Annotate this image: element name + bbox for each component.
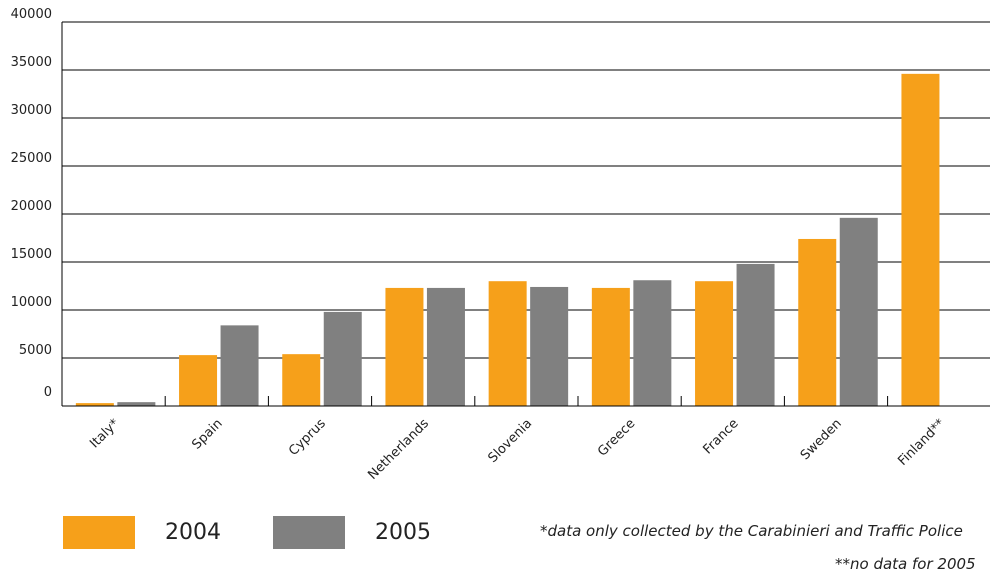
bar-2005-france: [736, 263, 775, 406]
bar-2005-greece: [633, 280, 672, 406]
x-tick-label: Italy*: [87, 416, 122, 451]
bar-chart: 0 5000 10000 15000 20000 25000 30000 35000 40000…: [11, 7, 990, 483]
y-tick-label: 25000: [11, 151, 52, 166]
y-tick-label: 10000: [11, 295, 52, 310]
bar-2004-greece: [591, 287, 630, 406]
x-tick-label: Sweden: [798, 416, 845, 463]
x-axis-ticks: Italy* Spain Cyprus Netherlands Slovenia Gree…: [87, 416, 948, 483]
bar-2004-france: [695, 281, 734, 406]
x-tick-label: Netherlands: [365, 416, 432, 483]
y-tick-label: 30000: [11, 103, 52, 118]
legend-item-2005: 2005: [273, 516, 431, 549]
legend-item-2004: 2004: [63, 516, 221, 549]
y-tick-label: 0: [44, 385, 52, 400]
y-axis-ticks: 0 5000 10000 15000 20000 25000 30000 35000 40000: [11, 7, 52, 400]
gridlines: [62, 21, 990, 359]
x-tick-label: Cyprus: [286, 416, 329, 459]
bar-2004-spain: [179, 355, 218, 406]
y-tick-label: 40000: [11, 7, 52, 22]
x-axis: [61, 22, 990, 407]
x-tick-label: Slovenia: [485, 416, 535, 466]
bar-2004-slovenia: [488, 281, 527, 406]
bar-2004-sweden: [798, 238, 837, 406]
legend-label-2004: 2004: [165, 520, 221, 545]
bars: [75, 73, 940, 406]
bar-2005-slovenia: [530, 286, 569, 406]
bar-2005-netherlands: [426, 287, 465, 406]
x-tick-label: Finland**: [895, 416, 948, 469]
footnote-finland: **no data for 2005: [835, 555, 976, 573]
bar-2004-italy: [75, 403, 114, 406]
y-tick-label: 35000: [11, 55, 52, 70]
legend-label-2005: 2005: [375, 520, 431, 545]
footnote-italy: *data only collected by the Carabinieri …: [540, 522, 963, 540]
x-tick-label: France: [700, 416, 741, 457]
bar-2004-cyprus: [282, 354, 321, 406]
y-tick-label: 20000: [11, 199, 52, 214]
bar-2005-cyprus: [323, 311, 362, 406]
legend-swatch-2004: [63, 516, 135, 549]
y-tick-label: 15000: [11, 247, 52, 262]
bar-2004-finland: [901, 73, 940, 406]
bar-2005-sweden: [839, 217, 878, 406]
legend-swatch-2005: [273, 516, 345, 549]
bar-2004-netherlands: [385, 287, 424, 406]
y-tick-label: 5000: [19, 343, 52, 358]
bar-2005-spain: [220, 325, 259, 406]
x-tick-label: Spain: [189, 416, 225, 452]
bar-2005-italy: [117, 402, 156, 406]
x-tick-label: Greece: [595, 416, 638, 459]
